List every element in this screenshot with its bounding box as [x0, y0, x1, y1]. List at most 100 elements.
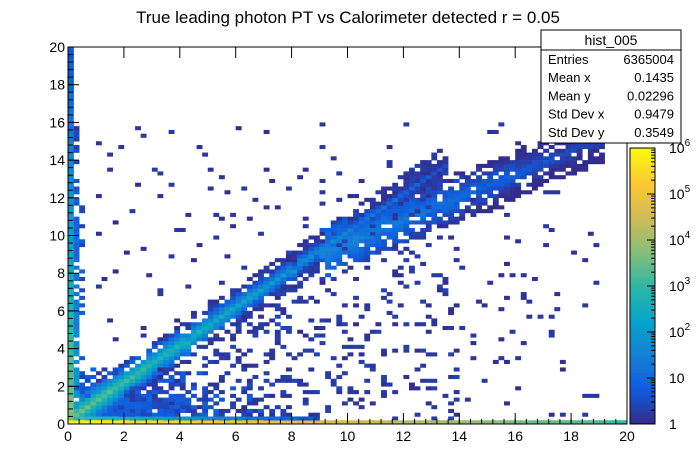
heatmap-cell [436, 186, 443, 191]
heatmap-cell [431, 416, 438, 421]
heatmap-cell [593, 156, 600, 161]
heatmap-cell [431, 405, 438, 410]
heatmap-cell [163, 333, 169, 338]
heatmap-cell [274, 416, 281, 421]
heatmap-cell [336, 374, 343, 380]
heatmap-cell [297, 254, 304, 259]
heatmap-cell [313, 246, 320, 251]
heatmap-cell [436, 220, 443, 225]
heatmap-cell [515, 420, 522, 425]
stats-value: 0.9479 [634, 107, 674, 122]
heatmap-cell [157, 288, 164, 293]
heatmap-cell [252, 401, 259, 406]
heatmap-cell [269, 288, 276, 293]
heatmap-cell [168, 254, 175, 259]
colorbar-segment [630, 288, 655, 292]
heatmap-cell [68, 276, 74, 282]
heatmap-cell [364, 227, 371, 233]
heatmap-cell [73, 292, 80, 297]
heatmap-cell [308, 318, 315, 323]
colorbar-segment [630, 351, 655, 355]
heatmap-cell [84, 390, 91, 395]
heatmap-cell [414, 367, 421, 372]
heatmap-cell [140, 359, 147, 364]
heatmap-cell [571, 145, 577, 150]
heatmap-cell [330, 227, 337, 233]
colorbar-label: 10 [669, 370, 685, 386]
heatmap-cell [559, 160, 566, 165]
heatmap-cell [151, 352, 158, 357]
heatmap-cell [453, 190, 460, 195]
heatmap-cell [73, 265, 80, 270]
heatmap-cell [353, 420, 359, 425]
heatmap-cell [207, 416, 214, 421]
heatmap-cell [207, 337, 214, 342]
heatmap-cell [146, 348, 153, 353]
heatmap-cell [157, 171, 164, 176]
heatmap-cell [381, 227, 387, 233]
heatmap-cell [571, 148, 577, 153]
heatmap-cell [168, 408, 175, 413]
heatmap-cell [476, 175, 482, 180]
heatmap-cell [476, 299, 482, 304]
heatmap-cell [179, 227, 186, 233]
heatmap-cell [302, 261, 309, 266]
heatmap-cell [492, 160, 499, 165]
heatmap-cell [364, 209, 371, 214]
heatmap-cell [207, 186, 214, 191]
heatmap-cell [246, 393, 253, 398]
heatmap-cell [68, 103, 74, 108]
heatmap-cell [397, 420, 404, 425]
heatmap-cell [252, 363, 259, 368]
heatmap-cell [492, 182, 499, 187]
y-tick-label: 6 [57, 303, 65, 319]
heatmap-cell [269, 280, 276, 285]
heatmap-cell [330, 258, 337, 263]
heatmap-cell [481, 201, 488, 206]
heatmap-cell [258, 386, 264, 391]
heatmap-cell [554, 152, 561, 157]
heatmap-cell [408, 250, 415, 255]
heatmap-cell [520, 190, 527, 195]
heatmap-cell [520, 341, 527, 346]
heatmap-cell [504, 194, 510, 199]
heatmap-cell [403, 171, 410, 176]
heatmap-cell [319, 250, 326, 255]
heatmap-cell [599, 420, 605, 425]
heatmap-cell [286, 258, 292, 263]
heatmap-cell [442, 212, 449, 217]
heatmap-cell [313, 254, 320, 259]
heatmap-cell [90, 397, 97, 402]
heatmap-cell [325, 239, 332, 244]
heatmap-cell [174, 352, 181, 357]
heatmap-cell [515, 186, 522, 191]
heatmap-cell [526, 163, 533, 168]
heatmap-cell [140, 325, 147, 331]
heatmap-cell [274, 337, 281, 342]
heatmap-cell [520, 160, 527, 165]
heatmap-cell [90, 386, 97, 391]
heatmap-cell [151, 367, 158, 372]
heatmap-cell [68, 371, 74, 376]
heatmap-cell [543, 190, 550, 195]
heatmap-cell [554, 307, 561, 312]
heatmap-cell [319, 201, 326, 206]
heatmap-cell [364, 212, 371, 217]
heatmap-cell [392, 197, 399, 202]
heatmap-cell [79, 295, 86, 300]
heatmap-cell [246, 276, 253, 282]
heatmap-cell [353, 254, 359, 259]
heatmap-cell [559, 148, 566, 153]
colorbar-label: 103 [669, 276, 691, 294]
heatmap-cell [353, 390, 359, 395]
heatmap-cell [431, 167, 438, 172]
heatmap-cell [364, 250, 371, 255]
heatmap-cell [224, 303, 231, 308]
heatmap-cell [118, 145, 125, 150]
heatmap-cell [151, 420, 158, 425]
heatmap-cell [140, 133, 147, 138]
heatmap-cell [431, 197, 438, 202]
heatmap-cell [559, 163, 566, 168]
heatmap-cell [146, 416, 153, 421]
heatmap-cell [73, 359, 80, 364]
